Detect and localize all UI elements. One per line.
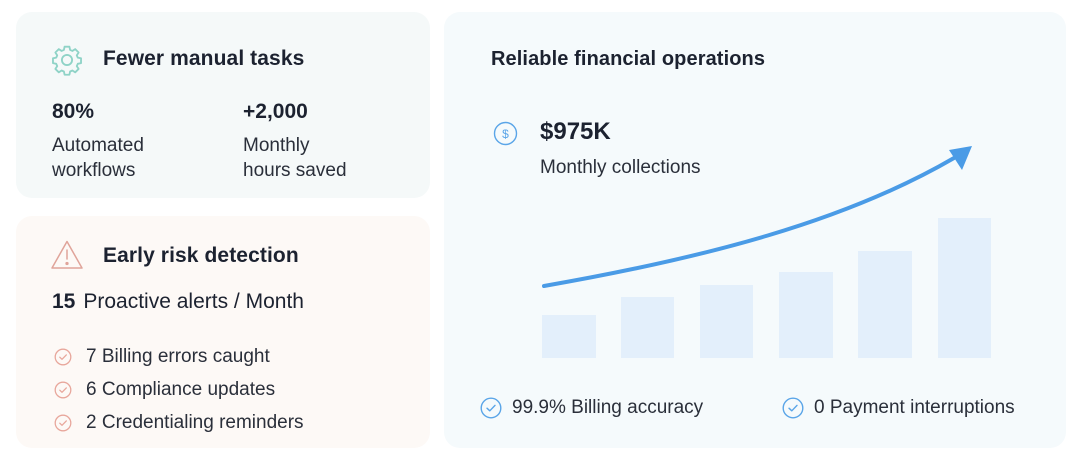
- stat-label: Automated workflows: [52, 135, 144, 181]
- monthly-collections-amount: $975K: [540, 118, 611, 145]
- stat-value: 80%: [52, 100, 95, 123]
- risk-list: 7 Billing errors caught 6 Compliance upd…: [52, 340, 304, 439]
- trend-arrow-head-icon: [949, 146, 972, 170]
- list-item: 6 Compliance updates: [52, 373, 304, 406]
- payment-interruptions-badge: 0 Payment interruptions: [782, 397, 1015, 419]
- check-circle-icon: [54, 414, 72, 431]
- list-item-label: 6 Compliance updates: [86, 378, 276, 400]
- dollar-circle-icon: $: [493, 121, 518, 146]
- finance-card: Reliable financial operations $ $975K Mo…: [444, 12, 1066, 448]
- risk-card-title: Early risk detection: [103, 244, 299, 267]
- list-item: 7 Billing errors caught: [52, 340, 304, 373]
- gear-icon: [52, 45, 82, 76]
- billing-accuracy-badge: 99.9% Billing accuracy: [480, 397, 703, 419]
- chart-bar: [858, 251, 912, 358]
- warning-triangle-icon: [51, 240, 83, 269]
- badge-label: 99.9% Billing accuracy: [512, 397, 704, 418]
- growth-bar-chart: [542, 146, 991, 358]
- stat-value: +2,000: [243, 100, 308, 123]
- finance-card-title: Reliable financial operations: [491, 48, 766, 70]
- list-item: 2 Credentialing reminders: [52, 406, 304, 439]
- chart-bar: [938, 218, 991, 358]
- risk-card: Early risk detection 15 Proactive alerts …: [16, 216, 430, 448]
- svg-text:$: $: [502, 127, 509, 141]
- check-circle-icon: [480, 397, 502, 419]
- check-circle-icon: [54, 381, 72, 398]
- alerts-label: Proactive alerts / Month: [83, 290, 304, 313]
- chart-bars: [542, 218, 991, 358]
- chart-bar: [621, 297, 674, 358]
- monthly-collections-label: Monthly collections: [540, 157, 701, 178]
- check-circle-icon: [54, 348, 72, 365]
- chart-bar: [779, 272, 833, 358]
- check-circle-icon: [782, 397, 804, 419]
- tasks-card: Fewer manual tasks 80% Automated workflo…: [16, 12, 430, 198]
- alerts-summary: 15 Proactive alerts / Month: [52, 290, 304, 314]
- tasks-card-title: Fewer manual tasks: [103, 47, 305, 70]
- chart-bar: [542, 315, 596, 358]
- list-item-label: 7 Billing errors caught: [86, 345, 270, 367]
- list-item-label: 2 Credentialing reminders: [86, 411, 304, 433]
- badge-label: 0 Payment interruptions: [814, 397, 1015, 418]
- stat-hours-saved: +2,000 Monthly hours saved: [243, 99, 347, 183]
- chart-bar: [700, 285, 753, 358]
- alerts-count: 15: [52, 290, 76, 313]
- stat-label: Monthly hours saved: [243, 135, 347, 181]
- stat-automated-workflows: 80% Automated workflows: [52, 99, 144, 183]
- trend-arrow-line: [542, 156, 956, 288]
